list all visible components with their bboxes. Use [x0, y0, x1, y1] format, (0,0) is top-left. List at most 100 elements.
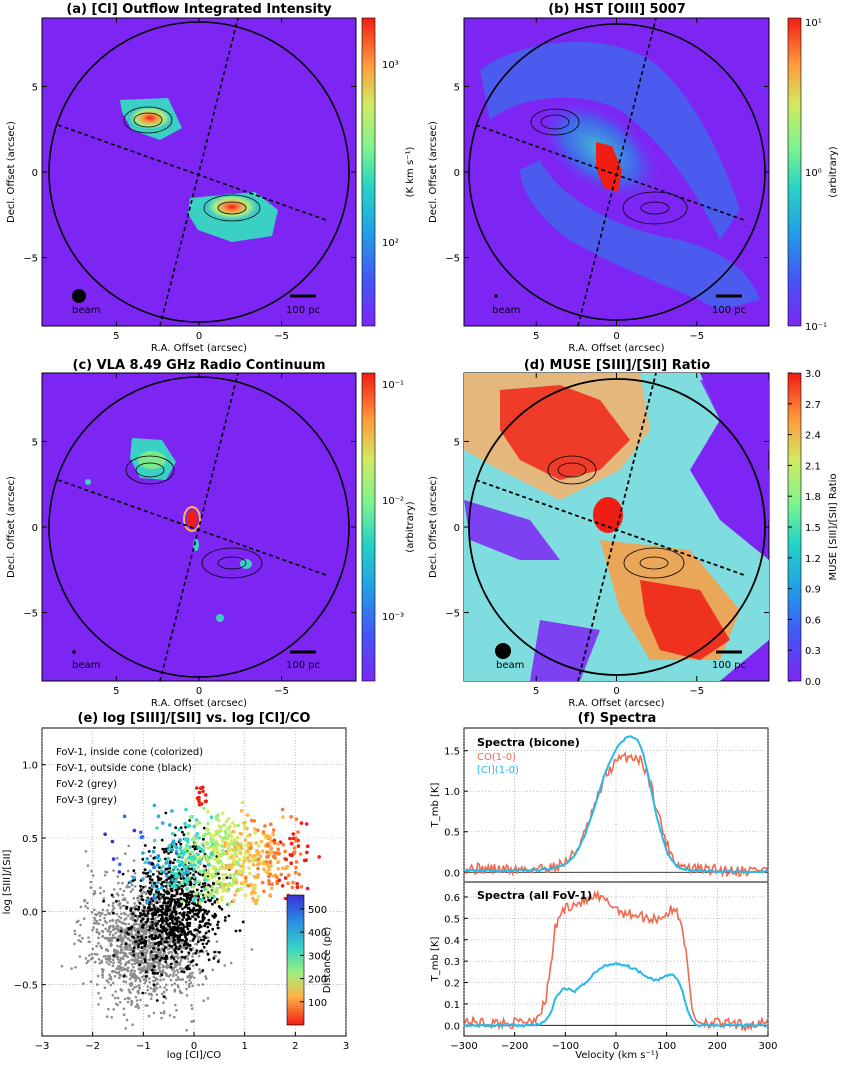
- panel-e-point-grey: [139, 956, 142, 959]
- panel-a-xlabel: R.A. Offset (arcsec): [151, 343, 247, 354]
- panel-e-point-color: [145, 901, 149, 905]
- panel-e-point-grey: [250, 948, 254, 951]
- panel-e-point-black: [167, 852, 171, 855]
- panel-e-point-color: [188, 815, 193, 819]
- panel-d-beam-label: beam: [496, 660, 524, 671]
- panel-e-point-color: [283, 849, 288, 854]
- panel-e-point-black: [162, 889, 166, 892]
- panel-e-point-color: [294, 860, 299, 864]
- panel-e-point-color: [152, 803, 157, 808]
- panel-e-point-black: [187, 951, 191, 955]
- panel-e-point-black: [137, 943, 141, 946]
- panel-e-point-color: [305, 850, 309, 855]
- panel-b-title: (b) HST [OIII] 5007: [548, 2, 686, 17]
- panel-e-point-black: [175, 892, 179, 896]
- panel-e-point-grey: [101, 935, 104, 938]
- panel-e-point-grey: [135, 958, 139, 962]
- panel-e-point-color: [171, 832, 175, 836]
- panel-a-ylabel: Decl. Offset (arcsec): [6, 121, 17, 223]
- panel-e-legend-entry: FoV-2 (grey): [56, 779, 117, 790]
- panel-e-point-grey: [128, 990, 131, 993]
- panel-e-point-color: [212, 894, 216, 899]
- panel-e-point-black: [146, 918, 150, 922]
- panel-e-point-grey: [137, 976, 140, 980]
- panel-e-point-grey: [111, 958, 115, 962]
- panel-e-point-black: [155, 901, 159, 905]
- panel-e-point-grey: [101, 930, 105, 934]
- panel-e-point-grey: [135, 985, 138, 988]
- panel-e-point-grey: [99, 886, 102, 890]
- panel-e-point-black: [170, 875, 174, 879]
- panel-e-point-color: [159, 885, 164, 890]
- panel-e-point-color: [281, 815, 285, 819]
- panel-e-point-black: [164, 954, 168, 958]
- panel-e-point-black: [183, 940, 187, 943]
- panel-e-point-black: [184, 966, 188, 969]
- panel-e-point-color: [198, 891, 203, 896]
- panel-e-point-black: [207, 883, 210, 887]
- panel-e-point-grey: [166, 964, 170, 968]
- panel-e-point-grey: [152, 962, 155, 965]
- panel-e-point-color: [299, 884, 304, 889]
- panel-e-point-color: [151, 896, 156, 900]
- panel-e-point-color: [262, 867, 266, 871]
- panel-e-point-grey: [148, 946, 152, 950]
- panel-e-point-color: [212, 833, 217, 838]
- panel-e-point-black: [186, 927, 190, 931]
- panel-e-point-black: [122, 974, 126, 978]
- panel-e-point-black: [148, 881, 152, 885]
- panel-e-point-color: [253, 885, 257, 889]
- panel-e-point-black: [177, 947, 181, 951]
- panel-e-point-grey: [116, 856, 119, 860]
- panel-e-point-black: [131, 912, 135, 916]
- panel-e-point-color: [156, 814, 161, 819]
- panel-e-point-grey: [117, 881, 120, 885]
- panel-e-point-grey: [145, 930, 149, 933]
- panel-e-point-color: [103, 832, 107, 836]
- panel-e-point-grey: [116, 996, 120, 1000]
- panel-e-point-grey: [131, 918, 135, 921]
- panel-e-point-black: [174, 947, 178, 950]
- panel-c-cone-edge: [57, 479, 327, 576]
- panel-e-point-black: [181, 889, 184, 893]
- panel-e-point-grey: [109, 924, 112, 928]
- panel-e-ytick-label: −0.5: [14, 981, 38, 992]
- panel-e-point-color: [204, 854, 209, 858]
- panel-e-point-color: [239, 809, 244, 813]
- panel-e-point-color: [270, 886, 274, 890]
- panel-e-point-grey: [116, 875, 120, 878]
- panel-e-point-color: [201, 789, 205, 794]
- panel-e-point-black: [148, 892, 152, 896]
- panel-e-point-grey: [139, 928, 143, 932]
- panel-e-point-color: [154, 893, 158, 897]
- panel-e-point-grey: [127, 988, 131, 991]
- panel-e-point-color: [202, 869, 207, 873]
- panel-e-point-color: [267, 874, 271, 879]
- panel-e-point-grey: [190, 1004, 193, 1007]
- panel-e-point-grey: [118, 976, 121, 979]
- panel-e-point-grey: [189, 972, 192, 975]
- panel-e-point-black: [193, 928, 197, 932]
- panel-e-point-color: [227, 881, 232, 886]
- panel-e-point-black: [211, 927, 215, 931]
- panel-e-point-grey: [110, 1016, 113, 1019]
- panel-e-point-black: [160, 838, 164, 842]
- panel-e-point-black: [188, 819, 192, 822]
- panel-e-point-grey: [126, 884, 129, 887]
- panel-e-point-grey: [135, 961, 138, 965]
- panel-e-point-black: [200, 889, 203, 893]
- panel-e-point-color: [205, 878, 210, 883]
- panel-e-point-grey: [102, 890, 106, 893]
- panel-e-point-grey: [159, 978, 162, 982]
- panel-e-point-black: [168, 897, 172, 901]
- panel-e-point-black: [151, 968, 154, 972]
- panel-e-point-grey: [131, 888, 134, 891]
- panel-e-point-grey: [144, 991, 147, 995]
- panel-e-point-grey: [178, 989, 182, 992]
- panel-f-xtick-label: 300: [758, 1041, 777, 1052]
- panel-f-ytick-label: 1.0: [444, 787, 460, 798]
- panel-e-point-black: [165, 908, 169, 911]
- panel-e-point-color: [268, 893, 273, 897]
- panel-e-point-grey: [109, 957, 112, 960]
- panel-c-ytick-label: 0: [32, 523, 38, 534]
